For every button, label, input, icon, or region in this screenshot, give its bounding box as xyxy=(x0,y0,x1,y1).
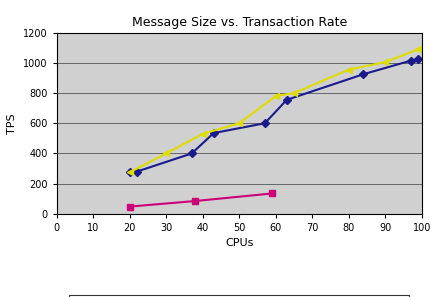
CHAR Data 481 xyxy=(283,98,289,102)
Return Value Only xyxy=(415,48,420,51)
CHAR Data 481 xyxy=(415,57,420,61)
CHAR Data 32k xyxy=(269,192,274,195)
Return Value Only xyxy=(345,68,351,72)
CHAR Data 481 xyxy=(262,121,267,125)
CHAR Data 481 xyxy=(127,170,132,174)
Line: Return Value Only: Return Value Only xyxy=(127,47,420,175)
Legend: CHAR Data 481, CHAR Data 32k, Return Value Only: CHAR Data 481, CHAR Data 32k, Return Val… xyxy=(69,295,408,297)
Return Value Only xyxy=(163,152,168,155)
Return Value Only xyxy=(291,91,296,95)
Line: CHAR Data 32k: CHAR Data 32k xyxy=(127,191,274,209)
Return Value Only xyxy=(273,94,278,98)
CHAR Data 32k xyxy=(192,199,197,203)
CHAR Data 32k xyxy=(127,205,132,208)
CHAR Data 481 xyxy=(189,152,194,155)
CHAR Data 481 xyxy=(210,131,216,135)
CHAR Data 481 xyxy=(134,170,139,173)
Line: CHAR Data 481: CHAR Data 481 xyxy=(127,56,420,175)
CHAR Data 481 xyxy=(408,59,413,62)
Return Value Only xyxy=(127,170,132,174)
Title: Message Size vs. Transaction Rate: Message Size vs. Transaction Rate xyxy=(132,16,346,29)
Return Value Only xyxy=(236,121,241,125)
Return Value Only xyxy=(382,60,387,64)
Return Value Only xyxy=(200,132,205,136)
X-axis label: CPUs: CPUs xyxy=(224,238,253,248)
Y-axis label: TPS: TPS xyxy=(7,113,17,134)
CHAR Data 481 xyxy=(360,72,365,76)
